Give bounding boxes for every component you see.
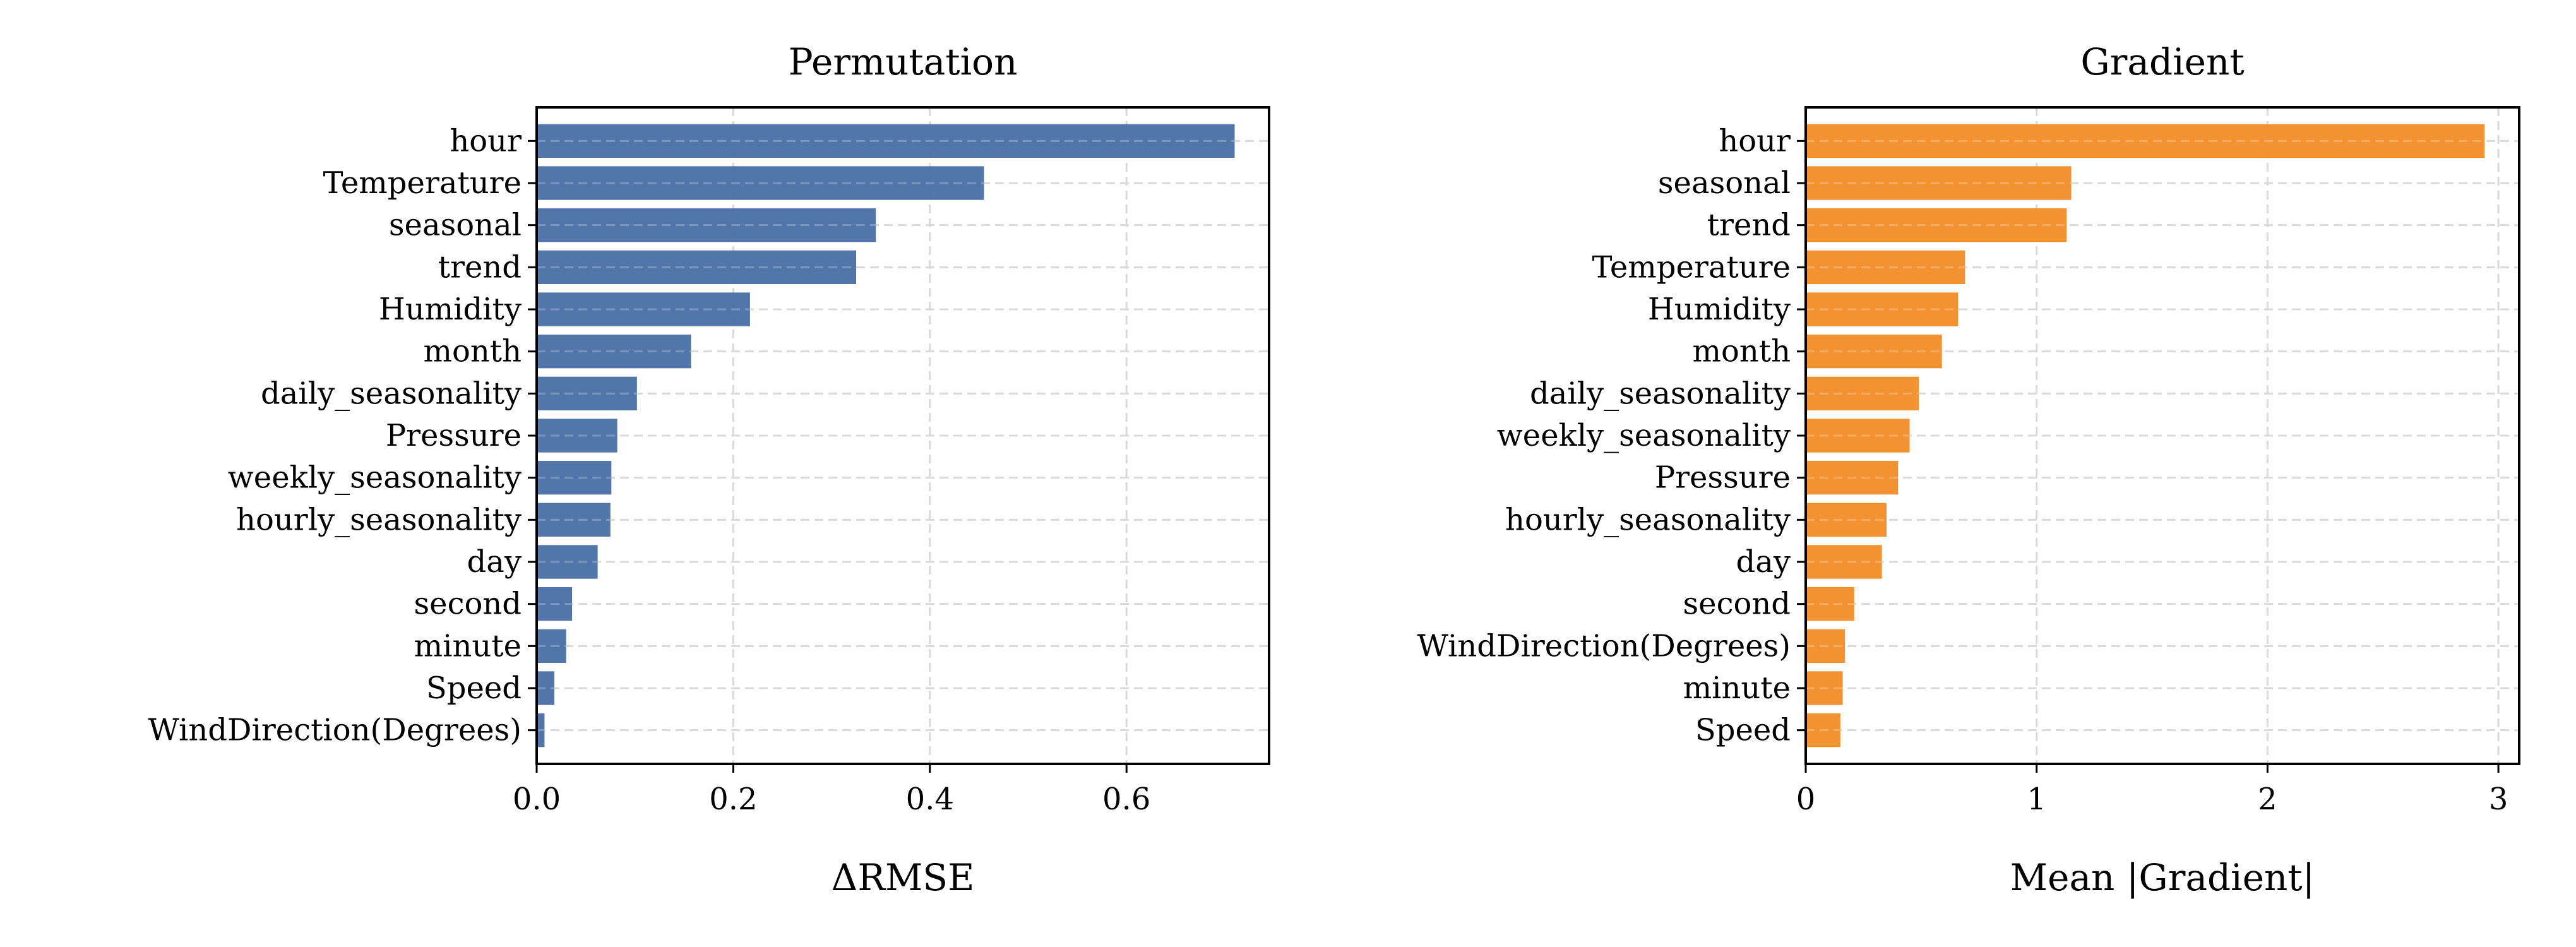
y-tick-label-pressure: Pressure (386, 418, 522, 453)
y-tick-label-minute: minute (414, 628, 522, 664)
y-tick-label-speed: Speed (1695, 713, 1791, 748)
bar-daily-seasonality (537, 376, 637, 410)
bar-month (1806, 335, 1942, 369)
y-tick-label-hourly-seasonality: hourly_seasonality (1505, 502, 1791, 537)
bar-pressure (537, 419, 617, 453)
bar-speed (537, 671, 555, 705)
permutation-chart: hour Temperature seasonal trend Humidity mont… (148, 40, 1270, 899)
y-tick-label-humidity: Humidity (379, 292, 522, 327)
x-tick-label: 1 (2027, 782, 2046, 817)
bar-hour (1806, 124, 2485, 158)
x-tick-label: 0.2 (709, 782, 757, 817)
bar-day (1806, 545, 1882, 579)
axes-frame (1804, 106, 2520, 765)
y-tick-label-hour: hour (1719, 123, 1791, 158)
y-tick-label-minute: minute (1683, 670, 1791, 706)
y-tick-label-seasonal: seasonal (1658, 165, 1791, 201)
bar-winddirection-degrees (1806, 629, 1846, 663)
y-tick-label-weekly-seasonality: weekly_seasonality (1497, 418, 1791, 453)
y-tick-label-humidity: Humidity (1648, 292, 1791, 327)
bar-trend (1806, 208, 2067, 242)
bar-trend (537, 250, 857, 284)
bar-day (537, 545, 598, 579)
y-tick-label-daily-seasonality: daily_seasonality (1530, 376, 1791, 411)
x-axis-label: Mean |Gradient| (2010, 856, 2315, 899)
bar-seasonal (1806, 166, 2072, 200)
bar-second (537, 587, 573, 621)
bar-minute (537, 629, 566, 663)
y-tick-label-hourly-seasonality: hourly_seasonality (236, 502, 522, 537)
y-tick-label-month: month (1692, 334, 1791, 369)
chart-title: Permutation (789, 40, 1018, 83)
bar-minute (1806, 671, 1843, 705)
y-tick-label-trend: trend (438, 249, 522, 285)
bar-weekly-seasonality (1806, 419, 1910, 453)
bar-hour (537, 124, 1235, 158)
bar-hourly-seasonality (1806, 503, 1887, 537)
y-tick-label-pressure: Pressure (1655, 460, 1791, 496)
x-tick-label: 0.6 (1102, 782, 1150, 817)
y-tick-label-temperature: Temperature (1592, 249, 1791, 285)
bar-temperature (1806, 250, 1965, 284)
y-tick-label-month: month (423, 334, 522, 369)
y-tick-label-second: second (1683, 587, 1791, 622)
bar-hourly-seasonality (537, 503, 611, 537)
x-axis-label: ΔRMSE (831, 856, 974, 899)
y-tick-label-daily-seasonality: daily_seasonality (261, 376, 522, 411)
x-tick-label: 3 (2489, 782, 2508, 817)
y-tick-label-winddirection-degrees: WindDirection(Degrees) (1417, 628, 1791, 664)
y-tick-label-day: day (467, 544, 522, 580)
bar-seasonal (537, 208, 876, 242)
y-tick-label-day: day (1736, 544, 1791, 580)
bar-humidity (537, 292, 750, 326)
y-tick-label-trend: trend (1707, 208, 1791, 243)
bar-winddirection-degrees (537, 713, 545, 747)
x-tick-label: 0.4 (906, 782, 954, 817)
y-tick-label-speed: Speed (426, 670, 522, 706)
x-tick-label: 0.0 (513, 782, 561, 817)
bar-pressure (1806, 461, 1899, 495)
y-tick-label-hour: hour (450, 123, 522, 158)
y-tick-label-weekly-seasonality: weekly_seasonality (228, 460, 522, 496)
gradient-chart: hour seasonal trend Temperature Humidity mont… (1417, 40, 2520, 899)
y-tick-label-seasonal: seasonal (389, 208, 522, 243)
bar-speed (1806, 713, 1840, 747)
x-tick-label: 2 (2258, 782, 2277, 817)
bar-second (1806, 587, 1854, 621)
bar-temperature (537, 166, 984, 200)
x-tick-label: 0 (1796, 782, 1816, 817)
y-tick-label-temperature: Temperature (323, 165, 522, 201)
bar-humidity (1806, 292, 1959, 326)
y-tick-label-second: second (414, 587, 522, 622)
chart-title: Gradient (2080, 40, 2244, 83)
bar-weekly-seasonality (537, 461, 612, 495)
bar-month (537, 335, 691, 369)
y-tick-label-winddirection-degrees: WindDirection(Degrees) (148, 713, 522, 748)
bar-daily-seasonality (1806, 376, 1919, 410)
